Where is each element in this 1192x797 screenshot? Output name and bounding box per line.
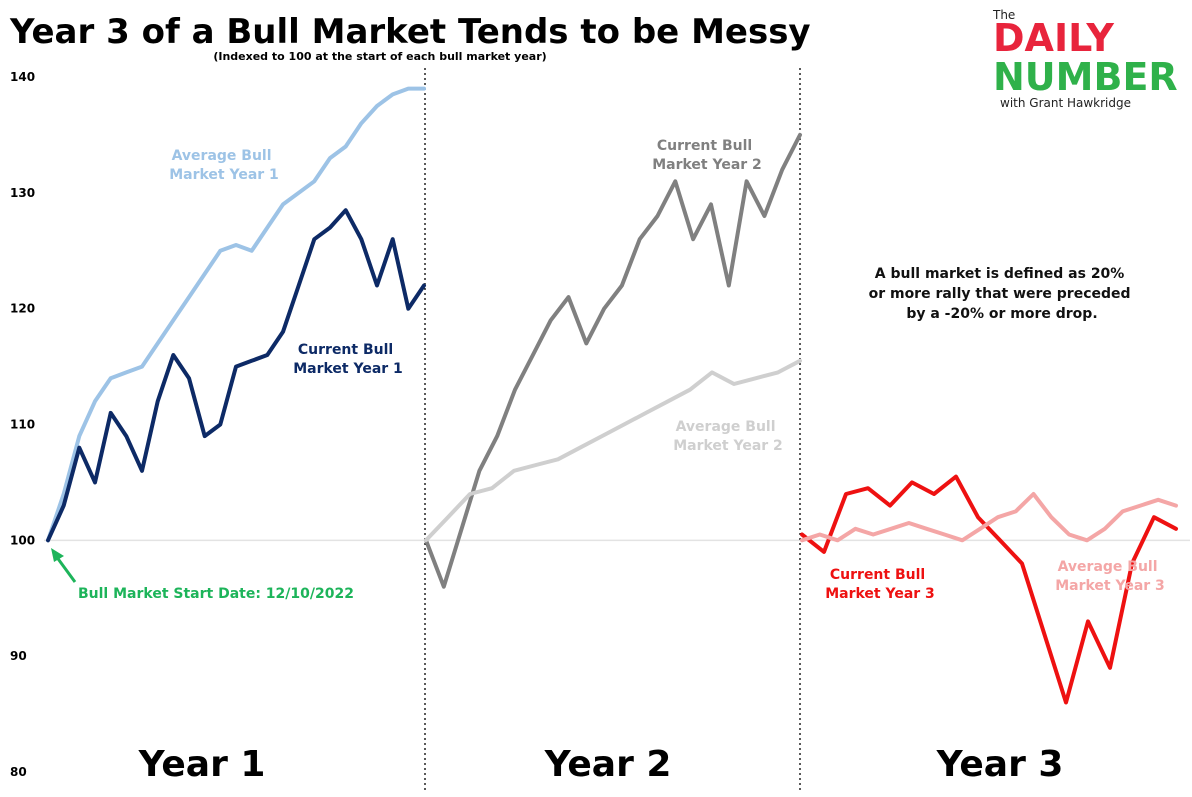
label-cur-year3: Current Bull Market Year 3 <box>825 567 935 602</box>
logo-the: The <box>992 8 1015 22</box>
panel-label-year3: Year 3 <box>936 744 1064 785</box>
y-tick-label: 120 <box>10 302 35 316</box>
definition-note: A bull market is defined as 20% or more … <box>869 266 1136 322</box>
y-tick-label: 140 <box>10 70 35 84</box>
series-line-year-1-average-bull-market-year-1 <box>46 86 426 543</box>
panel-label-year2: Year 2 <box>544 744 672 785</box>
y-tick-label: 90 <box>10 649 27 663</box>
start-date-arrowhead <box>51 548 64 562</box>
start-date-arrow <box>54 555 77 583</box>
panel-label-year1: Year 1 <box>138 744 266 785</box>
series-line-year-2-current-bull-market-year-2 <box>424 132 802 589</box>
series-line-year-3-current-bull-market-year-3 <box>800 474 1178 705</box>
logo-byline: with Grant Hawkridge <box>1000 96 1131 110</box>
series-labels: Average Bull Market Year 1 Current Bull … <box>169 138 1165 602</box>
start-date-annotation: Bull Market Start Date: 12/10/2022 <box>51 548 354 602</box>
label-cur-year2: Current Bull Market Year 2 <box>652 138 762 173</box>
label-avg-year2: Average Bull Market Year 2 <box>673 419 783 454</box>
series-line-year-1-current-bull-market-year-1 <box>46 208 426 543</box>
chart-title: Year 3 of a Bull Market Tends to be Mess… <box>9 12 811 52</box>
series-line-year-2-average-bull-market-year-2 <box>424 358 802 543</box>
y-tick-label: 80 <box>10 765 27 779</box>
label-avg-year1: Average Bull Market Year 1 <box>169 148 279 183</box>
logo: The DAILY NUMBER with Grant Hawkridge <box>992 8 1178 110</box>
series-line-year-3-average-bull-market-year-3 <box>800 492 1178 543</box>
logo-number: NUMBER <box>993 55 1178 99</box>
series-layer <box>46 86 1178 705</box>
logo-daily: DAILY <box>993 16 1114 60</box>
label-cur-year1: Current Bull Market Year 1 <box>293 342 403 377</box>
y-axis: 80 90 100 110 120 130 140 <box>10 70 35 779</box>
y-tick-label: 130 <box>10 186 35 200</box>
label-avg-year3: Average Bull Market Year 3 <box>1055 559 1165 594</box>
chart-subtitle: (Indexed to 100 at the start of each bul… <box>213 50 546 63</box>
y-tick-label: 110 <box>10 418 35 432</box>
y-tick-label: 100 <box>10 533 35 547</box>
start-date-label: Bull Market Start Date: 12/10/2022 <box>78 586 354 602</box>
